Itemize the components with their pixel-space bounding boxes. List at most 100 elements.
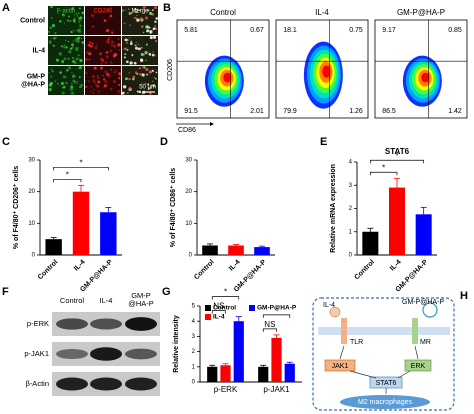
row-label: @HA-P [21, 81, 45, 88]
quadrant-value: 0.67 [250, 27, 264, 34]
cell-speck [63, 44, 66, 46]
cell-speck [154, 20, 157, 23]
arrow [339, 345, 345, 360]
cell-speck [73, 30, 75, 32]
y-tick-label: 20 [185, 189, 192, 195]
cell-speck [140, 58, 144, 62]
jak1-node [324, 359, 356, 372]
blot-band [125, 377, 157, 391]
cell-speck [105, 83, 107, 85]
cell-speck [99, 10, 103, 13]
cell-speck [69, 87, 74, 91]
cell-speck [113, 70, 117, 74]
significance-label: * [224, 288, 227, 297]
y-tick-label: 10 [28, 221, 35, 227]
cell-speck [93, 66, 97, 70]
cell-speck [125, 9, 127, 11]
legend-label: GM-P@HA-P [257, 305, 297, 312]
cell-speck [52, 70, 54, 73]
cell-speck [153, 76, 156, 79]
arrow [349, 370, 377, 379]
cell-speck [67, 66, 72, 70]
cell-speck [136, 90, 139, 93]
cell-speck [99, 53, 101, 55]
blot-band [125, 317, 157, 331]
arrow [397, 370, 411, 379]
diagram-label: GM-P@HA-P [402, 299, 444, 306]
bar [258, 366, 269, 382]
cell-speck [59, 71, 62, 74]
cell-speck [66, 69, 69, 72]
cell-speck [71, 43, 74, 47]
cell-speck [151, 69, 154, 72]
cell-speck [142, 66, 145, 69]
y-axis-label: % of F4/80⁺ CD206⁺ cells [13, 166, 20, 249]
cell-speck [75, 30, 77, 32]
cell-speck [94, 46, 98, 50]
cell-speck [140, 52, 144, 57]
cell-speck [140, 25, 144, 28]
cell-speck [75, 41, 77, 43]
cell-speck [140, 46, 143, 50]
cell-speck [129, 24, 131, 27]
cell-speck [61, 60, 65, 63]
cell-speck [50, 5, 53, 9]
cell-speck [145, 67, 149, 72]
quadrant-value: 79.9 [283, 108, 297, 115]
cell-speck [100, 62, 103, 65]
bar [207, 366, 218, 382]
cell-speck [141, 73, 145, 77]
significance-bracket [262, 328, 277, 332]
legend-swatch [205, 305, 211, 311]
y-tick-label: 0 [189, 253, 193, 259]
cell-speck [135, 41, 137, 43]
significance-label: * [79, 158, 82, 167]
cell-speck [122, 9, 125, 12]
blot-band [56, 318, 88, 330]
cell-speck [69, 19, 72, 23]
cell-speck [151, 80, 154, 83]
y-tick-label: 5 [192, 304, 196, 310]
cell-speck [67, 57, 70, 61]
cell-speck [68, 15, 70, 18]
y-tick-label: 1 [349, 229, 353, 235]
flow-title: GM-P@HA-P [397, 8, 445, 17]
cell-speck [70, 91, 75, 95]
bar [284, 363, 295, 382]
cell-speck [151, 9, 154, 11]
panel-letter: E [320, 136, 327, 148]
y-tick-label: 20 [28, 189, 35, 195]
cell-speck [48, 40, 52, 44]
blot-column: IL-4 [100, 296, 113, 305]
flow-xlabel: CD86 [178, 127, 196, 134]
bar [220, 365, 231, 382]
blot-band [125, 348, 157, 360]
cell-speck [126, 42, 128, 44]
cell-speck [133, 16, 136, 20]
cell-speck [139, 73, 142, 76]
cell-speck [61, 45, 64, 48]
cell-speck [129, 42, 133, 45]
cell-speck [79, 16, 83, 20]
cell-speck [90, 86, 93, 88]
cell-speck [49, 81, 53, 86]
quadrant-value: 1.26 [349, 108, 363, 115]
cell-speck [92, 92, 94, 94]
cell-speck [141, 92, 143, 95]
cell-speck [123, 47, 126, 51]
cell-speck [96, 44, 98, 46]
cell-speck [118, 49, 121, 51]
cell-speck [106, 55, 108, 58]
cell-speck [67, 19, 70, 22]
cell-speck [92, 79, 96, 83]
cell-speck [148, 26, 151, 29]
cell-speck [148, 51, 150, 53]
cell-speck [77, 67, 80, 70]
cell-speck [88, 58, 91, 61]
cell-speck [77, 36, 80, 40]
cell-speck [65, 39, 67, 41]
cell-speck [138, 90, 142, 94]
cell-speck [63, 57, 67, 61]
cell-speck [97, 80, 101, 84]
cell-speck [107, 39, 110, 41]
